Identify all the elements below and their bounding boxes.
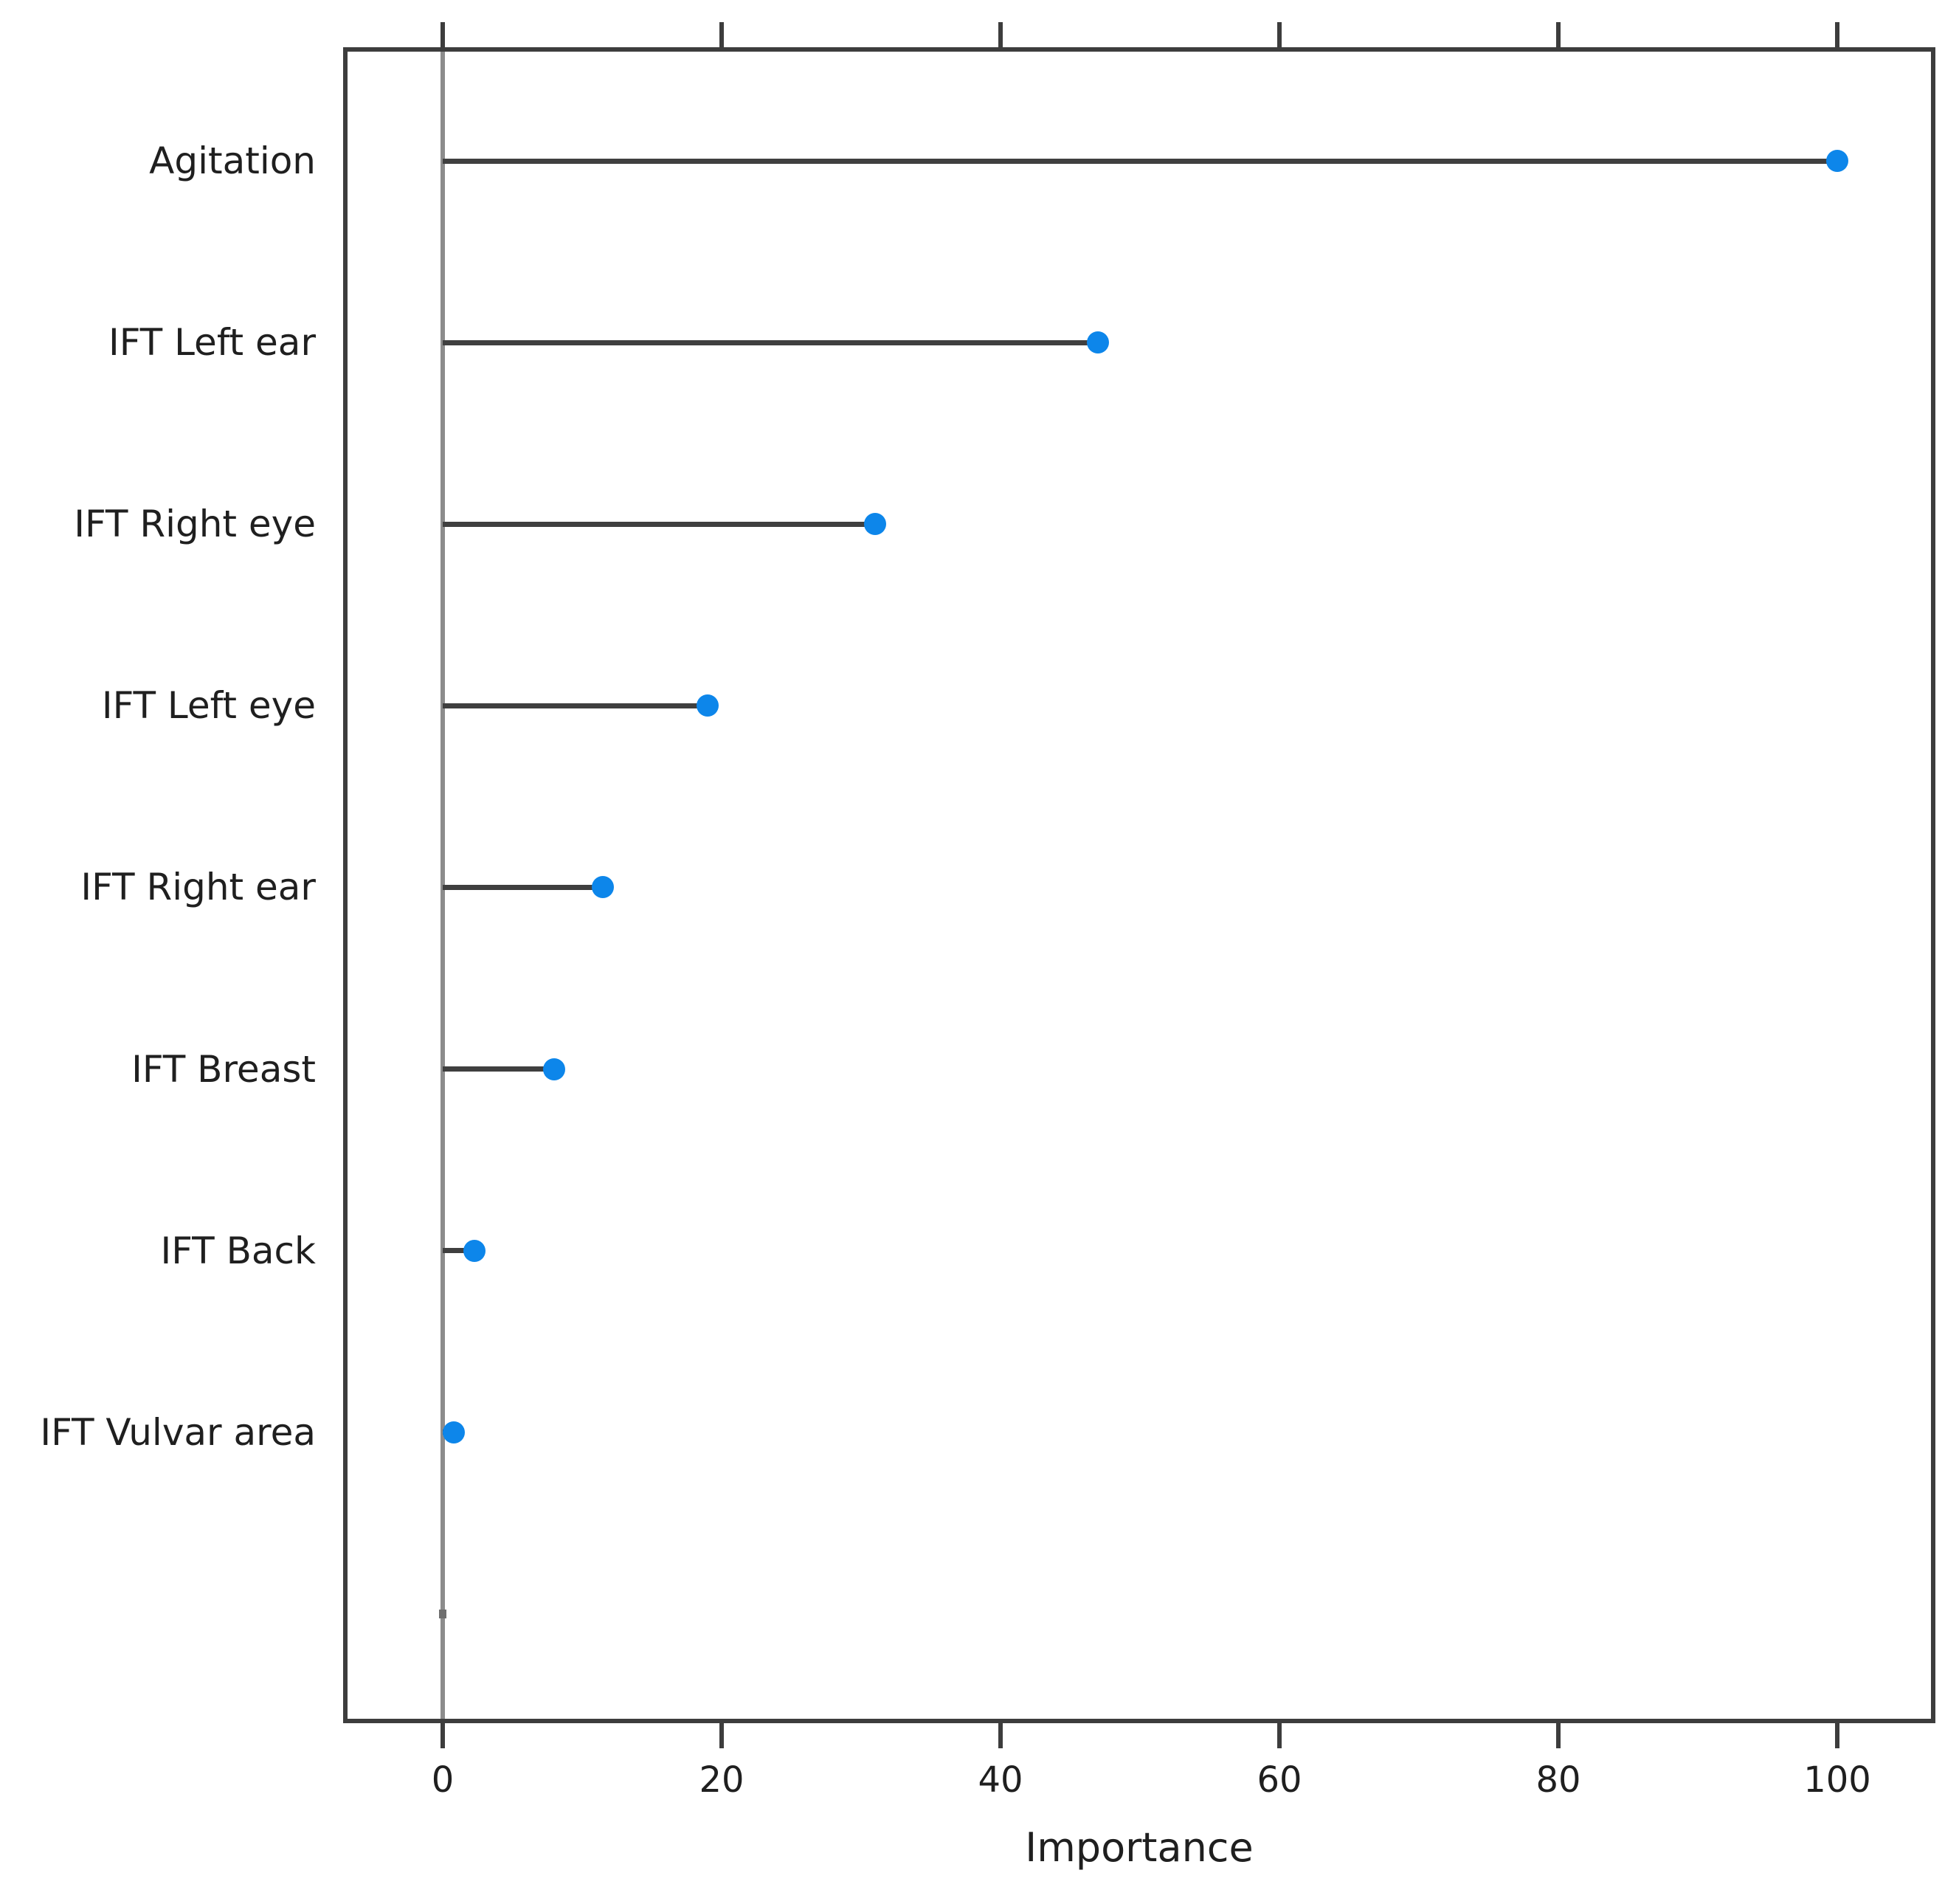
y-axis-label: IFT Back xyxy=(160,1229,316,1272)
lollipop-line xyxy=(443,521,875,527)
x-tick-label: 80 xyxy=(1535,1759,1581,1801)
x-tick-top xyxy=(1835,22,1839,47)
x-tick-label: 20 xyxy=(699,1759,744,1801)
plot-frame xyxy=(343,47,1935,1723)
lollipop-line xyxy=(443,339,1099,345)
lollipop-line xyxy=(443,884,604,890)
x-tick-bottom xyxy=(719,1723,724,1748)
x-tick-label: 60 xyxy=(1257,1759,1302,1801)
x-tick-top xyxy=(1556,22,1561,47)
x-tick-label: 40 xyxy=(978,1759,1023,1801)
x-tick-top xyxy=(440,22,445,47)
data-point-dot xyxy=(863,513,886,536)
x-tick-label: 0 xyxy=(431,1759,455,1801)
data-point-dot xyxy=(543,1058,566,1080)
x-tick-bottom xyxy=(1556,1723,1561,1748)
x-tick-bottom xyxy=(998,1723,1003,1748)
y-axis-label: Agitation xyxy=(149,139,316,182)
y-axis-label: IFT Left ear xyxy=(108,321,316,365)
x-tick-bottom xyxy=(440,1723,445,1748)
x-tick-top xyxy=(1277,22,1282,47)
data-point-dot xyxy=(443,1421,466,1443)
data-point-dot xyxy=(697,694,719,717)
data-point-dot xyxy=(1087,331,1110,354)
x-tick-top xyxy=(719,22,724,47)
x-tick-bottom xyxy=(1835,1723,1839,1748)
lollipop-line xyxy=(443,1248,475,1254)
lollipop-line xyxy=(443,703,708,708)
x-tick-top xyxy=(998,22,1003,47)
y-axis-label: IFT Breast xyxy=(131,1047,316,1091)
y-axis-label: IFT Left eye xyxy=(101,684,316,728)
x-tick-label: 100 xyxy=(1803,1759,1871,1801)
zero-stub-mark xyxy=(439,1609,446,1618)
y-axis-label: IFT Vulvar area xyxy=(40,1410,316,1454)
lollipop-line xyxy=(443,158,1837,164)
y-axis-label: IFT Right eye xyxy=(74,503,316,546)
x-tick-bottom xyxy=(1277,1723,1282,1748)
data-point-dot xyxy=(1826,150,1848,172)
x-axis-title: Importance xyxy=(1025,1824,1254,1871)
y-axis-label: IFT Right ear xyxy=(80,866,316,909)
lollipop-line xyxy=(443,1066,555,1072)
data-point-dot xyxy=(592,876,615,899)
data-point-dot xyxy=(463,1239,486,1262)
